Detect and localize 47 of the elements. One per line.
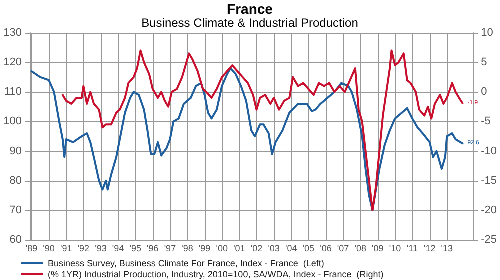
y2-tick-label: -20 — [481, 204, 498, 216]
y-tick-label: 80 — [10, 174, 22, 187]
y-tick-label: 60 — [10, 234, 22, 246]
x-tick-label: '94 — [112, 244, 124, 254]
legend-label: Business Survey, Business Climate For France, Index - France (Left) — [48, 258, 324, 268]
y2-tick-label: -25 — [481, 234, 498, 246]
chart-subtitle: Business Climate & Industrial Production — [142, 16, 358, 30]
x-tick-label: '90 — [43, 244, 55, 254]
x-tick-label: '12 — [424, 244, 436, 254]
x-tick-label: '03 — [268, 244, 280, 254]
x-tick-label: '09 — [372, 244, 384, 254]
x-tick-label: '97 — [164, 244, 176, 254]
y-tick-label: 130 — [4, 27, 22, 39]
x-tick-label: '89 — [26, 244, 38, 254]
x-tick-label: '92 — [78, 244, 90, 254]
x-tick-label: '11 — [406, 244, 418, 254]
x-tick-label: '13 — [441, 244, 454, 254]
line-series — [62, 50, 464, 212]
y-tick-label: 110 — [4, 86, 22, 98]
x-tick-label: '06 — [320, 244, 332, 254]
y2-tick-label: 10 — [481, 27, 494, 39]
y-tick-label: 120 — [4, 56, 22, 69]
x-tick-label: '05 — [302, 244, 315, 254]
y2-tick-label: -5 — [481, 116, 491, 128]
y2-tick-label: 0 — [481, 86, 488, 98]
x-tick-label: '93 — [95, 244, 107, 254]
x-tick-label: '91 — [60, 244, 72, 254]
x-tick-label: '96 — [147, 244, 159, 254]
x-tick-label: '08 — [354, 244, 366, 254]
x-tick-label: '99 — [198, 244, 211, 254]
x-tick-label: '00 — [216, 244, 228, 254]
y2-tick-label: -15 — [481, 174, 498, 187]
x-tick-label: '10 — [389, 244, 402, 254]
x-tick-label: '98 — [182, 244, 194, 254]
x-tick-label: '95 — [130, 244, 142, 254]
x-tick-label: '01 — [234, 244, 246, 254]
line-series — [30, 67, 464, 212]
x-tick-label: '04 — [285, 244, 298, 254]
y-tick-label: 100 — [4, 116, 22, 128]
x-tick-label: '07 — [337, 244, 350, 254]
y2-tick-label: 5 — [481, 56, 488, 69]
legend-label: (% 1YR) Industrial Production, Industry, 2010=100, SA/WDA, Index - France (Right) — [48, 270, 384, 280]
y2-tick-label: -10 — [481, 145, 498, 158]
chart-title: France — [227, 1, 274, 17]
y-tick-label: 90 — [10, 145, 22, 158]
x-tick-label: '02 — [250, 244, 263, 254]
y-tick-label: 70 — [10, 204, 22, 216]
